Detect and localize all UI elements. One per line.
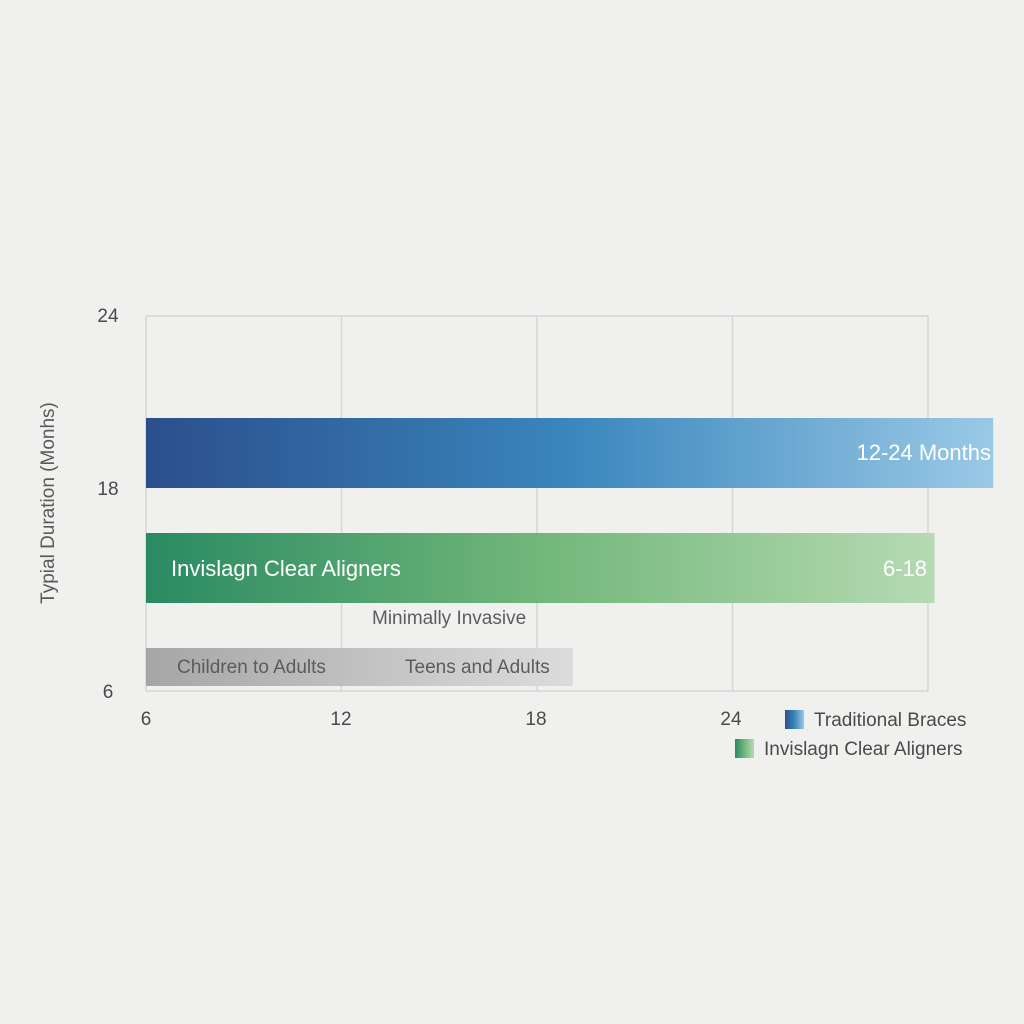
- annotation-minimally-invasive: Minimally Invasive: [372, 608, 526, 629]
- y-axis-title: Typial Duration (Monhs): [38, 402, 59, 604]
- bar-label-traditional-braces: 12-24 Months: [856, 440, 991, 465]
- legend: Traditional Braces Invislagn Clear Align…: [735, 710, 966, 760]
- y-tick-label: 6: [103, 682, 114, 703]
- x-tick-label: 12: [330, 709, 351, 730]
- age-range-band: [146, 648, 573, 686]
- y-tick-label: 24: [97, 306, 119, 327]
- bar-label-invislagn-name: Invislagn Clear Aligners: [171, 556, 401, 581]
- band-label-teens-and-adults: Teens and Adults: [405, 657, 550, 678]
- legend-label-invislagn-clear-aligners: Invislagn Clear Aligners: [764, 739, 963, 760]
- band-label-children-to-adults: Children to Adults: [177, 657, 326, 678]
- x-tick-label: 6: [141, 709, 152, 730]
- bar-label-invislagn-range: 6-18: [883, 556, 927, 581]
- x-tick-label: 18: [525, 709, 546, 730]
- legend-swatch-invislagn-clear-aligners: [735, 739, 754, 758]
- y-tick-label: 18: [97, 479, 118, 500]
- bar-invislagn-clear-aligners: [146, 533, 935, 603]
- grid-lines: [145, 315, 929, 692]
- bar-traditional-braces: [146, 418, 994, 488]
- legend-swatch-traditional-braces: [785, 710, 804, 729]
- legend-label-traditional-braces: Traditional Braces: [814, 710, 966, 731]
- x-tick-label: 24: [720, 709, 742, 730]
